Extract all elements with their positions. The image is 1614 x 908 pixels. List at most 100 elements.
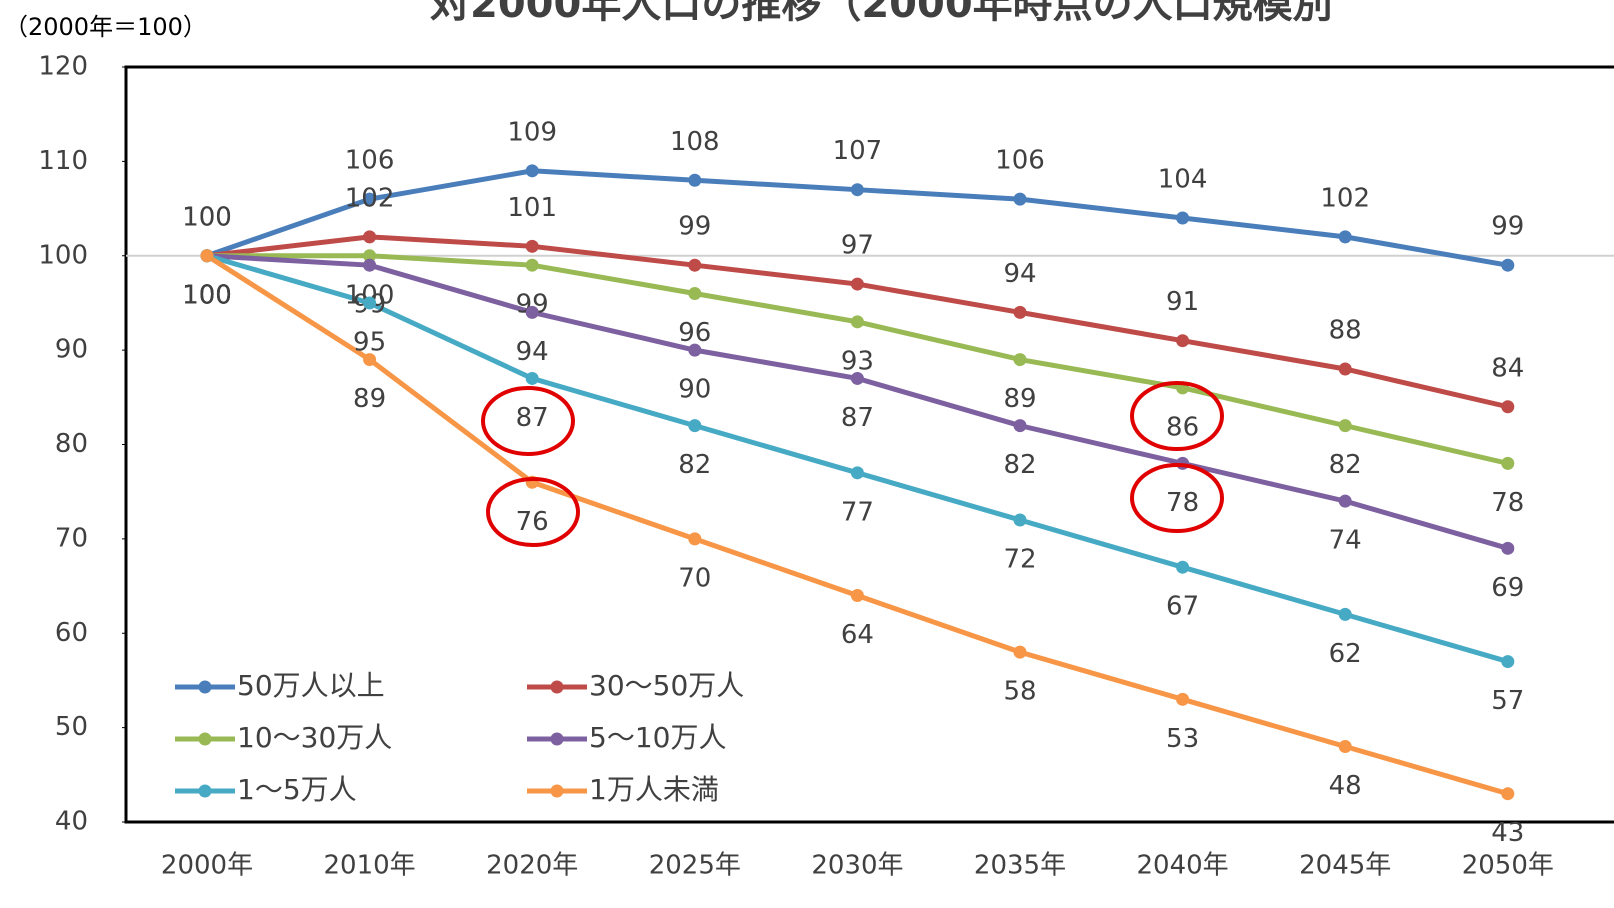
data-point bbox=[363, 230, 377, 244]
data-label: 57 bbox=[1491, 686, 1524, 716]
highlight-circle bbox=[1130, 381, 1224, 451]
data-label: 93 bbox=[841, 346, 874, 376]
data-point bbox=[363, 249, 377, 263]
data-label: 87 bbox=[841, 403, 874, 433]
y-tick-label: 80 bbox=[55, 429, 88, 459]
data-label: 43 bbox=[1491, 818, 1524, 848]
data-label: 96 bbox=[678, 318, 711, 348]
y-tick-label: 50 bbox=[55, 712, 88, 742]
data-point bbox=[850, 183, 864, 197]
data-label: 84 bbox=[1491, 353, 1524, 383]
data-label: 87 bbox=[516, 403, 549, 433]
data-point bbox=[1176, 560, 1190, 574]
data-point bbox=[1338, 494, 1352, 508]
data-point bbox=[1176, 211, 1190, 225]
data-label: 82 bbox=[678, 450, 711, 480]
legend-label: 1～5万人 bbox=[237, 773, 357, 806]
data-point bbox=[200, 249, 214, 263]
data-point bbox=[850, 466, 864, 480]
data-label: 89 bbox=[353, 384, 386, 414]
highlight-circle bbox=[1130, 463, 1224, 533]
data-label: 100 bbox=[182, 280, 232, 310]
data-point bbox=[1013, 353, 1027, 367]
data-label: 90 bbox=[678, 375, 711, 405]
data-label: 78 bbox=[1166, 488, 1199, 518]
data-point bbox=[363, 296, 377, 310]
data-point bbox=[525, 305, 539, 319]
legend-marker bbox=[550, 784, 564, 798]
data-point bbox=[1501, 541, 1515, 555]
data-point bbox=[363, 353, 377, 367]
legend-marker bbox=[198, 680, 212, 694]
legend-label: 50万人以上 bbox=[237, 669, 385, 702]
data-label: 102 bbox=[1320, 183, 1370, 213]
x-tick-label: 2010年 bbox=[324, 851, 416, 881]
y-tick-label: 100 bbox=[38, 240, 88, 270]
data-point bbox=[1501, 787, 1515, 801]
data-point bbox=[525, 164, 539, 178]
data-point bbox=[1501, 456, 1515, 470]
data-label: 94 bbox=[516, 337, 549, 367]
data-label: 94 bbox=[1003, 259, 1036, 289]
data-point bbox=[1501, 400, 1515, 414]
data-point bbox=[1013, 645, 1027, 659]
data-label: 86 bbox=[1166, 412, 1199, 442]
data-point bbox=[1338, 419, 1352, 433]
data-point bbox=[525, 371, 539, 385]
data-label: 48 bbox=[1329, 771, 1362, 801]
data-point bbox=[363, 192, 377, 206]
y-unit-label: （2000年＝100） bbox=[4, 13, 207, 41]
data-point bbox=[1013, 513, 1027, 527]
data-point bbox=[688, 287, 702, 300]
data-point bbox=[1338, 362, 1352, 376]
legend-label: 5～10万人 bbox=[589, 721, 726, 754]
data-label: 106 bbox=[345, 146, 395, 176]
data-label: 88 bbox=[1329, 316, 1362, 346]
data-point bbox=[850, 371, 864, 385]
data-label: 64 bbox=[841, 620, 874, 650]
legend-label: 30～50万人 bbox=[589, 669, 744, 702]
data-label: 70 bbox=[678, 563, 711, 593]
data-label: 97 bbox=[841, 231, 874, 261]
x-tick-label: 2025年 bbox=[649, 851, 741, 881]
plot-frame bbox=[124, 65, 1614, 824]
y-tick-label: 40 bbox=[55, 807, 88, 837]
data-label: 82 bbox=[1003, 450, 1036, 480]
data-label: 100 bbox=[182, 202, 232, 232]
data-label: 53 bbox=[1166, 724, 1199, 754]
x-tick-label: 2040年 bbox=[1137, 851, 1229, 881]
data-point bbox=[1501, 258, 1515, 272]
data-point bbox=[525, 258, 539, 272]
data-point bbox=[688, 419, 702, 433]
data-point bbox=[1338, 607, 1352, 621]
data-label: 108 bbox=[670, 127, 720, 157]
y-tick-label: 90 bbox=[55, 335, 88, 365]
data-label: 99 bbox=[1491, 212, 1524, 242]
y-tick-label: 110 bbox=[38, 146, 88, 176]
data-point bbox=[850, 277, 864, 291]
data-label: 104 bbox=[1158, 165, 1208, 195]
legend-marker bbox=[550, 732, 564, 746]
data-point bbox=[850, 315, 864, 329]
data-point bbox=[688, 258, 702, 272]
data-label: 91 bbox=[1166, 287, 1199, 317]
data-point bbox=[688, 173, 702, 187]
data-label: 107 bbox=[833, 136, 883, 166]
highlight-circle bbox=[481, 386, 575, 456]
data-label: 100 bbox=[182, 280, 232, 310]
x-tick-label: 2030年 bbox=[811, 851, 903, 881]
data-point bbox=[688, 532, 702, 546]
data-label: 102 bbox=[345, 183, 395, 213]
data-label: 62 bbox=[1329, 639, 1362, 669]
legend-marker bbox=[198, 784, 212, 798]
data-label: 100 bbox=[182, 280, 232, 310]
data-label: 100 bbox=[182, 280, 232, 310]
data-label: 101 bbox=[507, 193, 557, 223]
x-tick-label: 2000年 bbox=[161, 851, 253, 881]
data-point bbox=[1176, 692, 1190, 706]
data-point bbox=[850, 589, 864, 602]
x-tick-label: 2020年 bbox=[486, 851, 578, 881]
data-point bbox=[1013, 192, 1027, 206]
x-tick-label: 2045年 bbox=[1299, 851, 1391, 881]
data-point bbox=[525, 239, 539, 253]
